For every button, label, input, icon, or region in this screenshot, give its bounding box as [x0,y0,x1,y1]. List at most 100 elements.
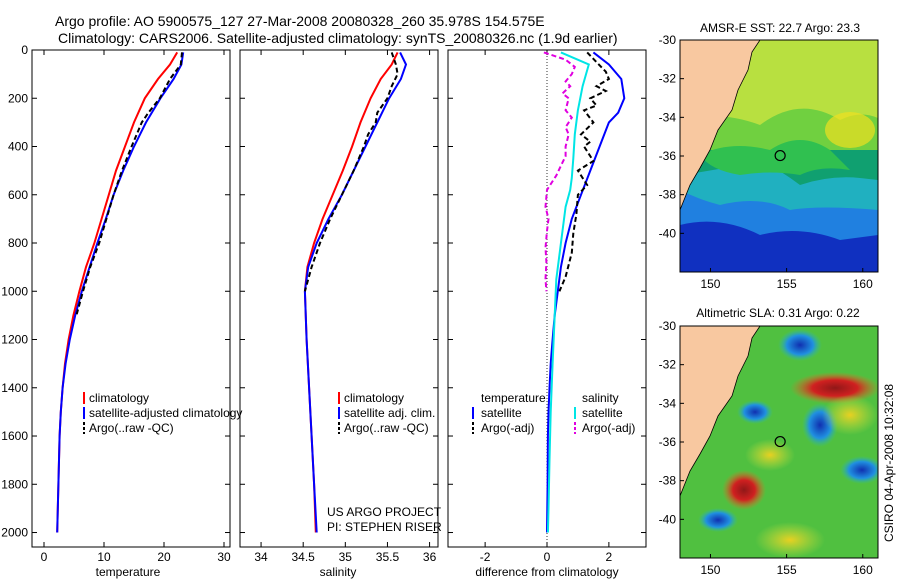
sla-warm-patch-1 [822,395,878,435]
x-tick-label: 34.5 [292,550,316,564]
lat-tick-label: -34 [659,396,677,410]
sla-warm-patch-3 [745,439,795,471]
difference-axis-ticks: -2 0 2 [480,50,613,564]
temperature-xlabel: temperature [96,565,161,579]
lat-tick-label: -32 [659,358,677,372]
difference-xlabel: difference from climatology [475,565,618,579]
y-tick-label: 800 [8,236,28,250]
x-tick-label: 34 [254,550,268,564]
series-line-argo [75,52,183,316]
lon-tick-label: 155 [777,277,797,291]
y-tick-label: 200 [8,91,28,105]
y-tick-label: 0 [21,43,28,57]
lon-tick-label: 155 [777,563,797,577]
sla-land [680,326,761,497]
sla-map-title: Altimetric SLA: 0.31 Argo: 0.22 [696,306,860,320]
series-line-temperature-satellite [546,51,626,533]
lat-tick-label: -40 [659,226,677,240]
x-tick-label: 35 [339,550,353,564]
sst-map-panel: AMSR-E SST: 22.7 Argo: 23.3 150 155 160 -30… [659,21,879,291]
sst-axis-ticks: 150 155 160 -30 -32 -34 -36 -38 -40 [659,33,873,291]
salinity-axes-frame [239,49,439,548]
x-tick-label: 0 [544,550,551,564]
lat-tick-label: -30 [659,33,677,47]
sst-field [680,40,878,272]
series-line-salinity-argo-adj- [543,51,577,292]
series-line-salinity-satellite [546,51,591,533]
temperature-series [56,51,185,533]
x-tick-label: -2 [480,550,491,564]
sla-argo-position-marker [774,435,786,448]
series-line-climatology [56,51,179,533]
y-tick-label: 1000 [1,284,28,298]
difference-series [543,51,626,533]
sla-field [680,326,878,558]
project-annotation-line2: PI: STEPHEN RISER [327,520,442,534]
lon-tick-label: 160 [853,277,873,291]
sla-warm-patch-2 [755,522,825,558]
header-line2: Climatology: CARS2006. Satellite-adjuste… [58,30,618,46]
sst-coldest-band [680,221,878,272]
legend-satellite-label: satellite adj. clim. [344,406,435,420]
lat-tick-label: -34 [659,110,677,124]
pressure-axis-ticks: 0 200 400 600 800 1000 1200 1400 1600 1800 2000 [1,43,646,540]
x-tick-label: 0 [41,550,48,564]
y-tick-label: 1200 [1,333,28,347]
salinity-series [303,51,408,533]
series-line-temperature-argo-adj- [558,51,611,292]
legend-climatology-label: climatology [344,391,404,405]
salinity-panel: 34 34.5 35 35.5 36 salinity climatology sate… [239,49,442,579]
sst-argo-position-marker [774,149,786,162]
sst-land [680,40,761,211]
x-tick-label: 10 [97,550,111,564]
credit-timestamp: CSIRO 04-Apr-2008 10:32:08 [882,384,896,542]
legend-satellite-label: satellite-adjusted climatology [89,406,242,420]
sla-low-eddy-3 [737,400,773,424]
legend-temperature-title: temperature [481,391,546,405]
lon-tick-label: 150 [700,563,720,577]
legend-sal-argo-label: Argo(-adj) [582,421,635,435]
lat-tick-label: -38 [659,188,677,202]
temperature-axes-frame [31,49,231,548]
y-tick-label: 1600 [1,429,28,443]
series-line-satellite [303,51,408,533]
x-tick-label: 30 [217,550,231,564]
lon-tick-label: 160 [853,563,873,577]
difference-panel: -2 0 2 difference from climatology tempera… [447,49,647,579]
legend-argo-label: Argo(..raw -QC) [89,421,174,435]
lat-tick-label: -36 [659,149,677,163]
sla-map-panel: Altimetric SLA: 0.31 Argo: 0.22 150 155 16… [659,306,879,577]
y-tick-label: 400 [8,140,28,154]
series-line-satellite [56,52,185,533]
temperature-axis-ticks: 0 10 20 30 [41,50,231,564]
difference-legend: temperature satellite Argo(-adj) salinit… [472,391,635,435]
header-line1: Argo profile: AO 5900575_127 27-Mar-2008… [55,13,545,29]
project-annotation-line1: US ARGO PROJECT [327,505,442,519]
y-tick-label: 1800 [1,477,28,491]
x-tick-label: 36 [423,550,437,564]
x-tick-label: 35.5 [376,550,400,564]
sla-axis-ticks: 150 155 160 -30 -32 -34 -36 -38 -40 [659,319,873,577]
y-tick-label: 1400 [1,381,28,395]
sst-warm-patch [825,112,875,148]
x-tick-label: 20 [157,550,171,564]
sst-map-title: AMSR-E SST: 22.7 Argo: 23.3 [700,21,860,35]
sla-low-eddy-1 [778,329,822,361]
temperature-legend: climatology satellite-adjusted climatolo… [83,391,242,435]
sst-mid-band [680,108,878,150]
legend-argo-label: Argo(..raw -QC) [344,421,429,435]
sla-high-eddy-2 [722,470,766,510]
lat-tick-label: -38 [659,474,677,488]
legend-temp-argo-label: Argo(-adj) [481,421,534,435]
x-tick-label: 2 [606,550,613,564]
lat-tick-label: -36 [659,435,677,449]
series-line-climatology [303,51,399,533]
lat-tick-label: -40 [659,512,677,526]
lat-tick-label: -32 [659,72,677,86]
lat-tick-label: -30 [659,319,677,333]
salinity-xlabel: salinity [320,565,357,579]
y-tick-label: 2000 [1,526,28,540]
series-line-argo [303,52,399,292]
sla-low-eddy-4 [698,508,738,532]
